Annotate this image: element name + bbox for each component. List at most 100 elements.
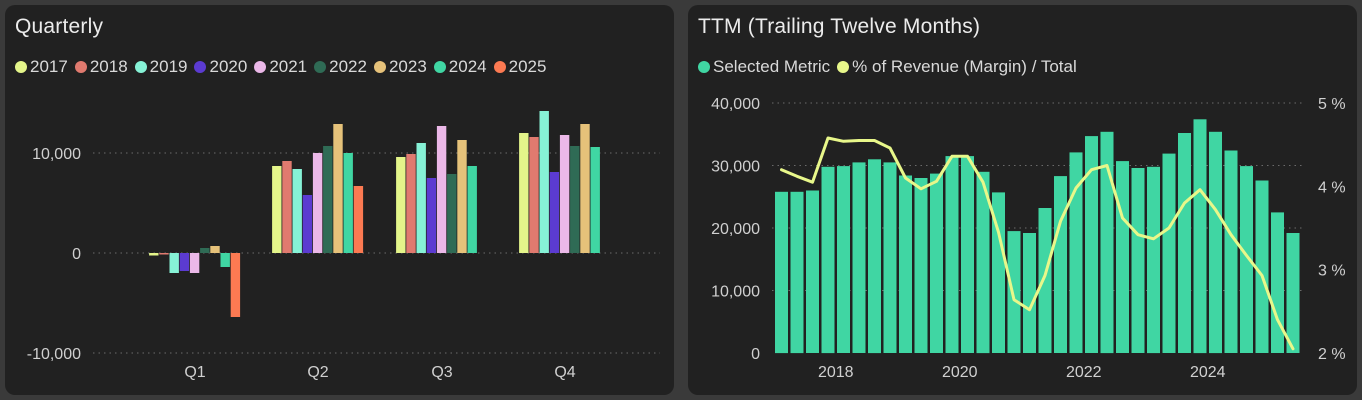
ttm-legend-item[interactable]: Selected Metric [698, 57, 830, 77]
ttm-bar-2020-Q4[interactable] [992, 192, 1005, 353]
ttm-bar-2018-Q2[interactable] [837, 166, 850, 353]
bar-2020-Q2[interactable] [302, 195, 313, 253]
ttm-bar-2025-Q2[interactable] [1271, 212, 1284, 353]
ttm-bar-2023-Q2[interactable] [1147, 166, 1160, 354]
bar-2021-Q1[interactable] [189, 253, 200, 273]
ttm-bar-2018-Q3[interactable] [852, 162, 866, 353]
bar-2017-Q3[interactable] [396, 157, 406, 253]
ttm-bar-2019-Q3[interactable] [914, 178, 928, 353]
ttm-bar-2019-Q2[interactable] [899, 175, 912, 354]
ttm-bar-2020-Q1[interactable] [945, 156, 959, 353]
ttm-bar-2021-Q1[interactable] [1007, 231, 1021, 353]
ttm-bar-2021-Q3[interactable] [1038, 208, 1052, 353]
ttm-bar-2023-Q4[interactable] [1178, 133, 1191, 353]
quarterly-chart: -10,000 0 10,000 Q1 Q2 Q3 Q4 [27, 111, 660, 381]
bar-2019-Q3[interactable] [416, 143, 426, 253]
ttm-bar-2025-Q1[interactable] [1255, 180, 1269, 354]
bar-2018-Q2[interactable] [282, 161, 292, 253]
ttm-bar-2019-Q4[interactable] [930, 173, 943, 353]
x-tick-label: 2024 [1190, 364, 1226, 381]
ttm-bar-2025-Q3[interactable] [1286, 233, 1300, 353]
quarterly-legend-item[interactable]: 2017 [15, 57, 68, 77]
quarterly-legend-item[interactable]: 2024 [433, 57, 487, 77]
bar-2018-Q3[interactable] [406, 154, 416, 253]
ttm-bar-2018-Q4[interactable] [868, 159, 881, 354]
bar-2023-Q1[interactable] [210, 246, 220, 253]
bar-2018-Q1[interactable] [159, 253, 169, 255]
bar-2021-Q3[interactable] [436, 126, 447, 253]
ttm-bar-2024-Q2[interactable] [1209, 131, 1222, 354]
ttm-bar-2022-Q1[interactable] [1069, 152, 1083, 353]
bar-2022-Q4[interactable] [570, 146, 580, 253]
quarterly-legend-item[interactable]: 2023 [373, 57, 427, 77]
legend-marker-icon [134, 61, 147, 73]
ttm-bar-2017-Q2[interactable] [775, 191, 788, 354]
y-tick-label: -10,000 [27, 346, 81, 363]
bar-2023-Q3[interactable] [457, 140, 467, 253]
ttm-bar-2017-Q4[interactable] [806, 190, 819, 354]
ttm-bar-2022-Q2[interactable] [1085, 136, 1098, 353]
bar-2025-Q2[interactable] [353, 186, 364, 253]
x-tick-label: Q3 [431, 364, 452, 381]
ttm-bar-2017-Q3[interactable] [790, 191, 804, 354]
bar-2022-Q1[interactable] [200, 248, 210, 253]
bar-2017-Q2[interactable] [272, 166, 282, 253]
legend-label: 2024 [448, 57, 487, 76]
y-right-tick-label: 2 % [1318, 346, 1346, 363]
ttm-bar-2022-Q3[interactable] [1100, 131, 1114, 354]
margin-line[interactable] [780, 136, 1295, 351]
bar-2024-Q3[interactable] [467, 166, 477, 253]
y-left-tick-label: 0 [751, 346, 760, 363]
ttm-bar-2024-Q3[interactable] [1224, 150, 1238, 354]
quarterly-legend-item[interactable]: 2020 [194, 57, 247, 77]
bar-2021-Q4[interactable] [559, 135, 570, 253]
ttm-chart: 0 10,000 20,000 30,000 40,000 2 % 3 % 4 % 5 % 201… [711, 96, 1346, 381]
bar-2020-Q1[interactable] [179, 253, 190, 271]
y-left-tick-label: 10,000 [711, 284, 760, 301]
bar-2020-Q3[interactable] [426, 178, 437, 253]
bar-2024-Q4[interactable] [590, 147, 600, 253]
bar-2022-Q2[interactable] [323, 146, 333, 253]
ttm-legend-item[interactable]: % of Revenue (Margin) / Total [837, 57, 1077, 77]
quarterly-legend-item[interactable]: 2025 [493, 57, 546, 77]
legend-marker-icon [254, 61, 267, 73]
ttm-bar-2021-Q2[interactable] [1023, 233, 1036, 353]
ttm-bar-2023-Q3[interactable] [1162, 153, 1176, 353]
ttm-bar-2024-Q4[interactable] [1240, 166, 1253, 353]
bar-2023-Q2[interactable] [333, 124, 343, 253]
bar-2021-Q2[interactable] [312, 153, 323, 253]
bar-2023-Q4[interactable] [580, 124, 590, 253]
ttm-bar-2023-Q1[interactable] [1131, 168, 1145, 353]
bar-2018-Q4[interactable] [529, 137, 539, 253]
bar-2019-Q4[interactable] [539, 111, 549, 253]
bar-2019-Q2[interactable] [292, 169, 302, 253]
ttm-legend: Selected Metric % of Revenue (Margin) / T… [698, 57, 1084, 77]
bar-2025-Q1[interactable] [230, 253, 241, 317]
y-left-tick-label: 40,000 [711, 96, 760, 113]
bar-2017-Q4[interactable] [519, 133, 529, 253]
bar-2022-Q3[interactable] [447, 174, 457, 253]
x-tick-label: Q1 [184, 364, 205, 381]
ttm-bar-2018-Q1[interactable] [821, 166, 835, 354]
y-left-tick-label: 30,000 [711, 159, 760, 176]
quarterly-legend-item[interactable]: 2021 [254, 57, 307, 77]
ttm-bar-2024-Q1[interactable] [1193, 119, 1207, 354]
quarterly-legend-item[interactable]: 2022 [314, 57, 367, 77]
legend-marker-icon [15, 61, 27, 73]
bar-2020-Q4[interactable] [549, 172, 560, 253]
legend-marker-icon [698, 61, 710, 73]
bar-2019-Q1[interactable] [169, 253, 179, 273]
ttm-bar-2019-Q1[interactable] [883, 162, 897, 353]
ttm-bar-2022-Q4[interactable] [1116, 161, 1129, 353]
quarterly-legend-item[interactable]: 2019 [134, 57, 187, 77]
y-right-tick-label: 5 % [1318, 96, 1346, 113]
bar-2024-Q1[interactable] [220, 253, 230, 267]
bar-2017-Q1[interactable] [149, 253, 159, 256]
quarterly-legend-item[interactable]: 2018 [74, 57, 128, 77]
ttm-bar-2020-Q2[interactable] [961, 156, 974, 353]
ttm-bar-2020-Q3[interactable] [976, 171, 990, 354]
quarterly-panel: Quarterly 2017 2018 2019 2020 2021 2022 2023 20… [5, 5, 674, 395]
x-tick-label: 2020 [942, 364, 978, 381]
ttm-bar-2021-Q4[interactable] [1054, 176, 1067, 353]
bar-2024-Q2[interactable] [343, 153, 353, 253]
